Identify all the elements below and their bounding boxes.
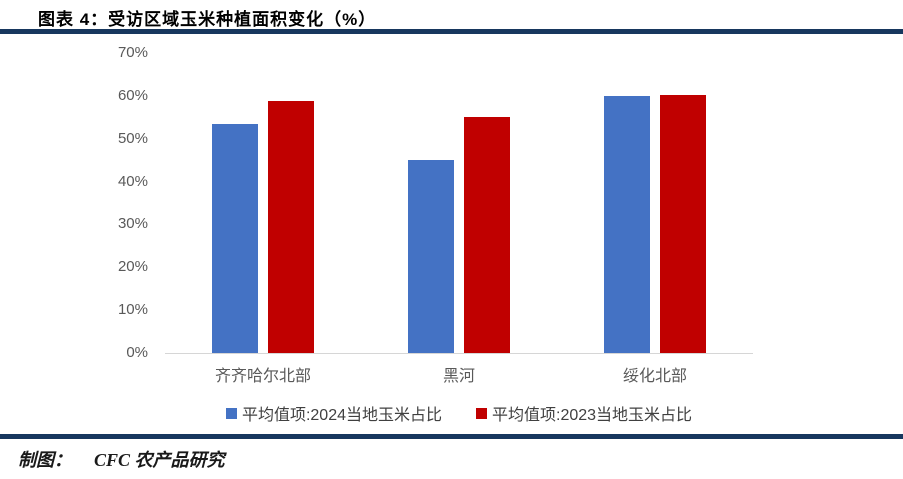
y-axis-tick-label: 20% <box>117 258 148 276</box>
chart-legend: 平均值项:2024当地玉米占比 平均值项:2023当地玉米占比 <box>165 401 753 425</box>
x-axis: 齐齐哈尔北部 黑河 绥化北部 <box>165 362 753 386</box>
y-axis: 0% 10% 20% 30% 40% 50% 60% 70% <box>0 44 148 361</box>
bottom-divider-rule <box>0 434 903 439</box>
footer-label: 制图： <box>18 450 72 470</box>
y-axis-tick-label: 60% <box>117 86 148 104</box>
category-group <box>361 53 557 353</box>
legend-item-2024: 平均值项:2024当地玉米占比 <box>225 401 442 425</box>
bar-series-2023 <box>660 94 706 353</box>
legend-label: 平均值项:2023当地玉米占比 <box>492 407 693 424</box>
bar-series-2023 <box>464 117 510 353</box>
figure-footer: 制图： CFC 农产品研究 <box>18 446 225 472</box>
y-axis-tick-label: 10% <box>117 301 148 319</box>
legend-marker-icon <box>225 407 237 419</box>
bar-series-2024 <box>604 95 650 353</box>
category-group <box>557 53 753 353</box>
top-divider-rule <box>0 29 903 34</box>
footer-source: CFC 农产品研究 <box>94 450 225 470</box>
y-axis-tick-label: 30% <box>117 215 148 233</box>
y-axis-tick-label: 50% <box>117 129 148 147</box>
y-axis-tick-label: 0% <box>126 344 148 361</box>
x-axis-category-label: 黑河 <box>442 368 475 385</box>
y-axis-tick-label: 40% <box>117 172 148 190</box>
plot-area <box>165 53 753 354</box>
legend-label: 平均值项:2024当地玉米占比 <box>241 407 442 424</box>
y-axis-tick-label: 70% <box>117 44 148 61</box>
category-group <box>165 53 361 353</box>
figure-title: 图表 4：受访区域玉米种植面积变化（%） <box>38 10 377 29</box>
bar-chart: 0% 10% 20% 30% 40% 50% 60% 70% 齐齐哈尔北部 黑河 绥化北部 平均值… <box>0 40 903 430</box>
bar-series-2023 <box>268 101 314 353</box>
bar-series-2024 <box>212 123 258 353</box>
legend-item-2023: 平均值项:2023当地玉米占比 <box>476 401 692 425</box>
legend-marker-icon <box>476 407 487 419</box>
x-axis-category-label: 齐齐哈尔北部 <box>214 368 311 385</box>
bar-series-2024 <box>408 160 454 353</box>
x-axis-category-label: 绥化北部 <box>622 368 687 385</box>
